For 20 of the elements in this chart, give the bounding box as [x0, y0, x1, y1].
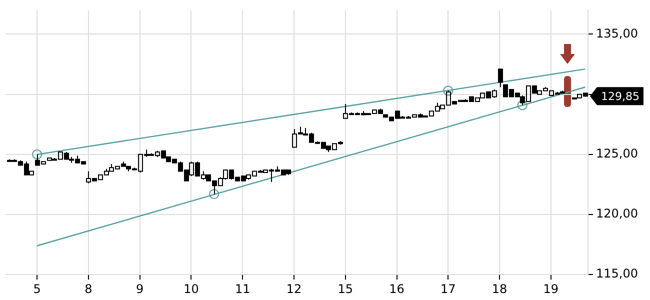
x-tick-label: 18 [492, 282, 508, 296]
text: 129,85 [601, 90, 640, 103]
x-tick-label: 15 [338, 282, 354, 296]
x-tick-label: 5 [33, 282, 41, 296]
x-tick-label: 8 [84, 282, 92, 296]
point [208, 188, 220, 200]
point [517, 100, 528, 110]
point [443, 86, 454, 96]
x-tick-label: 11 [234, 282, 250, 296]
x-tick-label: 9 [136, 282, 144, 296]
x-tick-label: 17 [440, 282, 456, 296]
point [32, 149, 42, 160]
x-tick-label: 10 [184, 282, 199, 296]
y-tick-label: 125,00 [596, 146, 638, 161]
y-tick-label: 115,00 [596, 266, 638, 281]
x-tick-label: 16 [389, 282, 404, 296]
y-tick-label: 120,00 [596, 206, 638, 221]
x-tick-label: 12 [286, 282, 302, 296]
x-tick-label: 19 [543, 282, 559, 296]
y-tick-label: 135,00 [596, 26, 638, 40]
